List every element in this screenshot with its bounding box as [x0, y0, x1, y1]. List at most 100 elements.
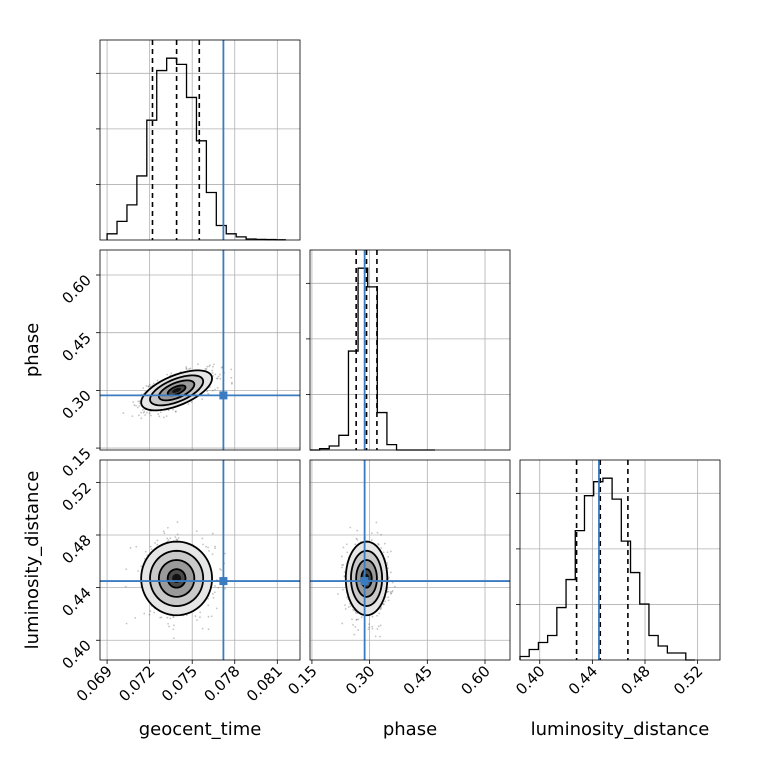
- sample-point: [140, 411, 142, 414]
- sample-point: [172, 408, 174, 411]
- sample-point: [230, 382, 233, 385]
- sample-point: [207, 615, 210, 618]
- sample-point: [389, 591, 392, 593]
- sample-point: [208, 550, 210, 552]
- sample-point: [135, 545, 138, 548]
- sample-point: [143, 557, 146, 560]
- sample-point: [172, 616, 174, 618]
- contour-line: [140, 540, 213, 617]
- sample-point: [159, 616, 162, 619]
- sample-point: [211, 592, 214, 595]
- sample-point: [190, 401, 193, 404]
- sample-point: [231, 381, 233, 384]
- histogram-geocent-time: [96, 39, 301, 241]
- x-tick-label-geocent-time: 0.072: [115, 662, 158, 705]
- sample-point: [390, 550, 392, 553]
- sample-point: [142, 408, 144, 411]
- sample-point: [185, 368, 188, 370]
- sample-point: [176, 521, 179, 524]
- sample-point: [371, 627, 374, 630]
- sample-point: [188, 368, 191, 371]
- sample-point: [341, 622, 344, 625]
- sample-point: [174, 410, 177, 413]
- sample-point: [391, 590, 393, 593]
- sample-point: [371, 532, 373, 535]
- sample-point: [172, 628, 175, 631]
- histogram-step-phase: [310, 267, 435, 451]
- sample-point: [158, 415, 161, 418]
- x-tick-label-luminosity-distance: 0.44: [565, 662, 601, 698]
- sample-point: [125, 622, 128, 625]
- sample-point: [197, 363, 199, 366]
- sample-point: [379, 608, 382, 611]
- sample-point: [133, 404, 136, 406]
- panel-frame: [309, 249, 511, 451]
- sample-point: [174, 536, 177, 538]
- sample-point: [156, 543, 159, 546]
- sample-point: [376, 531, 379, 534]
- sample-point: [344, 604, 346, 607]
- sample-point: [195, 530, 198, 533]
- x-tick-label-luminosity-distance: 0.52: [670, 662, 706, 698]
- sample-point: [377, 542, 379, 545]
- sample-point: [167, 539, 170, 541]
- sample-point: [353, 633, 356, 636]
- sample-point: [342, 588, 344, 591]
- sample-point: [351, 618, 353, 621]
- sample-point: [211, 532, 214, 535]
- sample-point: [168, 625, 170, 628]
- sample-point: [131, 415, 134, 417]
- sample-point: [140, 417, 143, 420]
- sample-point: [216, 377, 218, 380]
- sample-point: [367, 628, 370, 631]
- sample-point: [219, 373, 221, 376]
- sample-point: [175, 538, 178, 541]
- sample-point: [214, 547, 217, 550]
- x-tick-label-geocent-time: 0.075: [158, 662, 201, 705]
- sample-point: [224, 552, 226, 555]
- sample-point: [355, 618, 358, 621]
- density-body: [100, 460, 300, 660]
- sample-point: [355, 537, 358, 540]
- sample-point: [207, 392, 210, 395]
- sample-point: [145, 384, 148, 387]
- y-axis-label-phase: phase: [22, 323, 43, 377]
- contour-line: [350, 549, 384, 607]
- sample-point: [377, 625, 380, 628]
- sample-point: [337, 593, 339, 595]
- sample-point: [379, 624, 382, 627]
- x-tick-label-phase: 0.15: [284, 662, 320, 698]
- grid-phase: [310, 250, 510, 450]
- sample-point: [368, 626, 371, 629]
- sample-point: [387, 576, 390, 579]
- x-tick-label-phase: 0.30: [342, 662, 378, 698]
- sample-point: [384, 600, 387, 603]
- sample-point: [342, 546, 345, 549]
- sample-point: [169, 537, 172, 540]
- y-tick-label-phase: 0.45: [58, 329, 94, 365]
- sample-point: [208, 365, 210, 368]
- truth-point: [219, 577, 228, 586]
- sample-point: [391, 581, 394, 584]
- density-level: [172, 387, 182, 393]
- sample-point: [137, 414, 140, 417]
- grid-luminosity-distance: [520, 460, 720, 660]
- sample-point: [173, 624, 175, 627]
- sample-point: [354, 543, 357, 546]
- sample-point: [379, 635, 381, 638]
- sample-point: [387, 555, 390, 558]
- x-axis-label-luminosity-distance: luminosity_distance: [531, 719, 710, 740]
- sample-point: [202, 543, 204, 546]
- sample-point: [149, 545, 152, 548]
- panel-frame: [309, 459, 511, 661]
- panel-frame: [519, 459, 721, 661]
- sample-point: [218, 567, 221, 570]
- sample-point: [125, 568, 128, 571]
- sample-point: [383, 603, 385, 606]
- sample-point: [137, 400, 140, 403]
- sample-point: [206, 390, 209, 393]
- y-axis-label-luminosity-distance: luminosity_distance: [22, 471, 43, 650]
- contour-line: [344, 540, 389, 617]
- sample-point: [230, 376, 233, 379]
- sample-point: [166, 537, 169, 540]
